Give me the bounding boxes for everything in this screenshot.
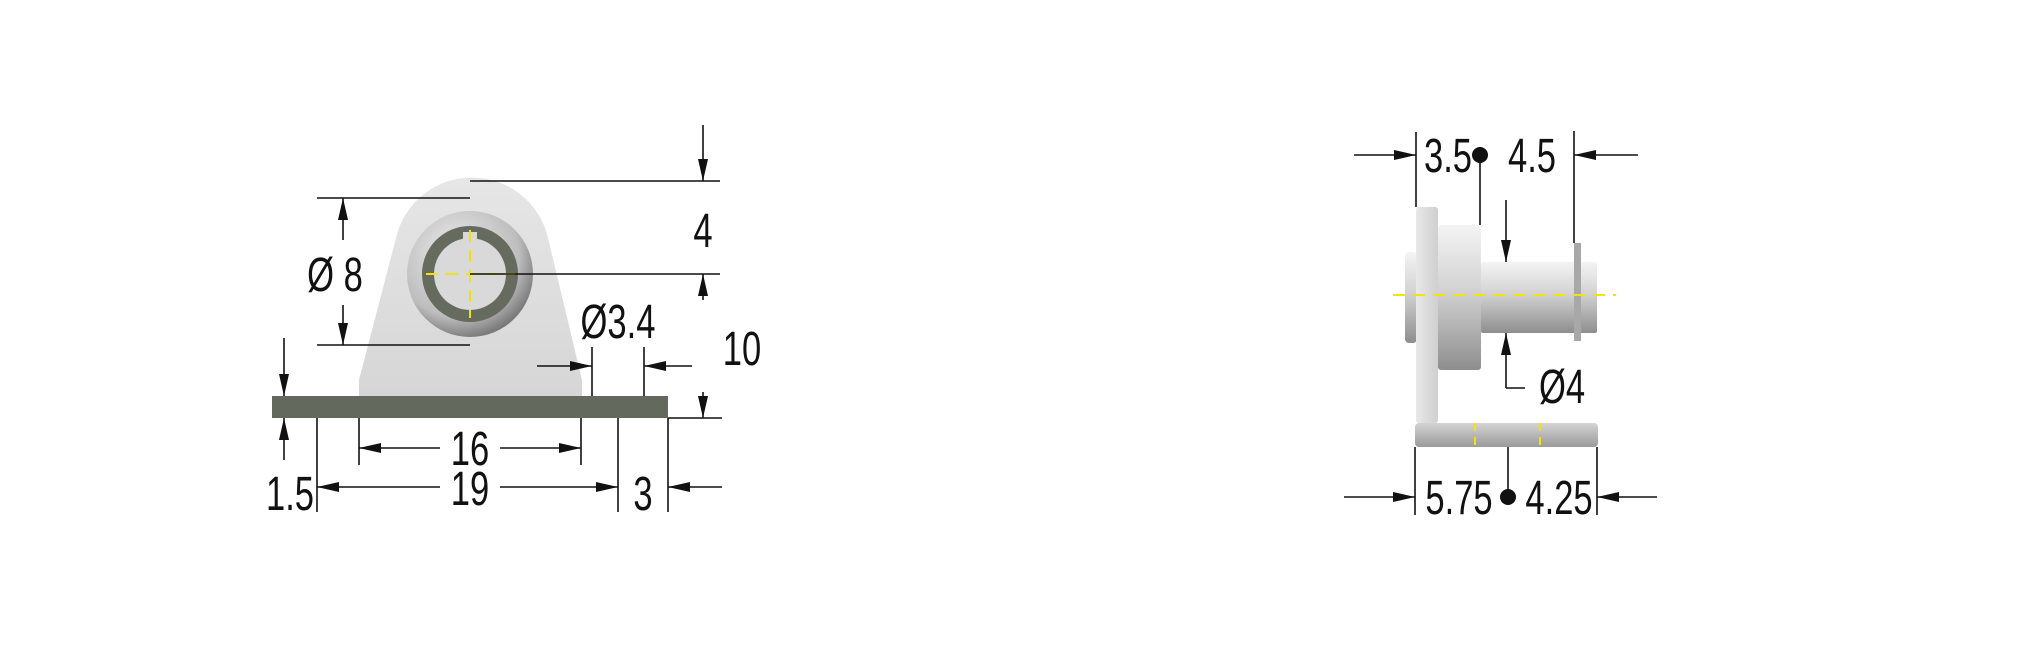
arrowhead-icon — [1574, 150, 1596, 160]
datum-dot-top — [1472, 147, 1488, 163]
arrowhead-icon — [279, 418, 289, 440]
arrowhead-icon — [338, 323, 348, 345]
arrowhead-icon — [596, 482, 618, 492]
dim-hole-diameter: Ø3.4 — [581, 294, 656, 348]
washer — [1574, 243, 1581, 341]
arrowhead-icon — [698, 396, 708, 418]
dim-base-right: 4.25 — [1525, 470, 1592, 524]
front-view: 4 10 Ø 8 Ø3.4 1.5 16 19 3 — [266, 177, 761, 520]
dim-boss-diameter: Ø 8 — [307, 247, 363, 301]
arrowhead-icon — [317, 482, 339, 492]
side-view: 3.5 4.5 Ø4 5.75 4.25 — [1393, 128, 1616, 524]
arrowhead-icon — [1501, 240, 1511, 262]
arrowhead-icon — [668, 482, 690, 492]
dim-top-offset: 4 — [693, 203, 712, 257]
datum-dot-bottom — [1500, 489, 1516, 505]
side-base-plate — [1415, 423, 1598, 447]
dim-plate-thickness: 1.5 — [266, 466, 314, 520]
dimension-arrows — [279, 125, 1657, 502]
collar — [1438, 225, 1481, 370]
arrowhead-icon — [279, 374, 289, 396]
dim-edge-offset: 3 — [633, 466, 652, 520]
arrowhead-icon — [338, 198, 348, 220]
extension-lines — [316, 180, 722, 512]
arrowhead-icon — [1394, 150, 1416, 160]
arrowhead-icon — [359, 443, 381, 453]
dim-pin-diameter: Ø4 — [1539, 359, 1585, 413]
arrowhead-icon — [1501, 333, 1511, 355]
arrowhead-icon — [1597, 492, 1619, 502]
arrowhead-icon — [644, 361, 666, 371]
dim-hole-spacing: 16 — [451, 421, 489, 475]
pin-shaft — [1481, 262, 1597, 333]
base-plate — [272, 396, 668, 418]
side-extension-lines — [1414, 131, 1598, 515]
pin-end-disk — [1405, 252, 1417, 343]
dim-hole-height: 10 — [723, 321, 761, 375]
flange — [1416, 207, 1438, 423]
arrowhead-icon — [698, 274, 708, 296]
dim-base-left: 5.75 — [1425, 470, 1492, 524]
dim-pin-length: 4.5 — [1508, 128, 1556, 182]
dim-plate-width: 19 — [451, 461, 489, 515]
arrowhead-icon — [1393, 492, 1415, 502]
arrowhead-icon — [698, 159, 708, 181]
arrowhead-icon — [570, 361, 592, 371]
dim-flange-depth: 3.5 — [1424, 128, 1472, 182]
arrowhead-icon — [559, 443, 581, 453]
